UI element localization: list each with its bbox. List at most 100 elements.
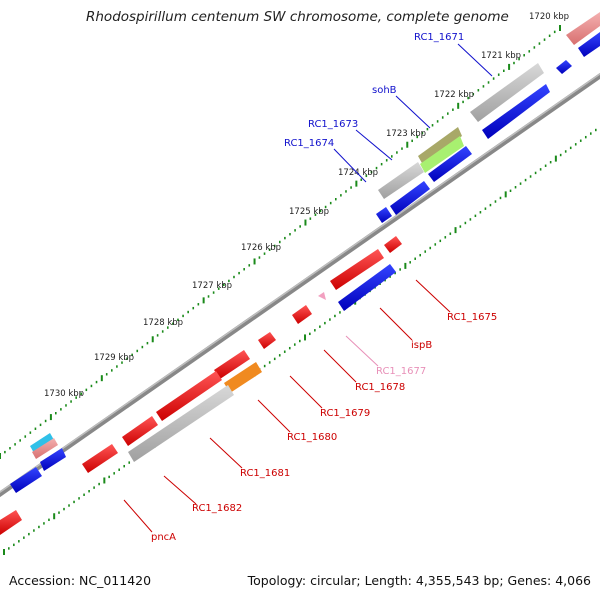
gene-rc1-1675[interactable] bbox=[384, 236, 402, 253]
tick-mark bbox=[589, 132, 592, 135]
tick-mark bbox=[469, 218, 472, 221]
tick-mark bbox=[329, 201, 332, 205]
gene-red-d[interactable] bbox=[122, 416, 158, 446]
gene-label-rc1-1679[interactable]: RC1_1679 bbox=[320, 408, 370, 419]
gene-features bbox=[0, 12, 600, 535]
tick-mark bbox=[424, 250, 427, 253]
tick-mark bbox=[187, 310, 189, 314]
gene-label-sohb[interactable]: sohB bbox=[372, 85, 397, 96]
tick-mark bbox=[136, 349, 139, 353]
tick-mark bbox=[167, 326, 169, 329]
gene-rc1-1670-blue[interactable] bbox=[578, 32, 600, 57]
tick-mark bbox=[19, 439, 21, 442]
tick-mark bbox=[355, 180, 358, 187]
tick-mark bbox=[399, 268, 401, 271]
gene-label-rc1-1682[interactable]: RC1_1682 bbox=[192, 503, 242, 514]
tick-mark bbox=[217, 287, 220, 290]
gene-label-rc1-1681[interactable]: RC1_1681 bbox=[240, 468, 290, 479]
tick-mark bbox=[482, 85, 485, 88]
tick-mark bbox=[380, 162, 383, 166]
gene-rc1-1681-orange[interactable] bbox=[224, 362, 262, 393]
tick-mark bbox=[65, 404, 67, 407]
gene-label-rc1-1677[interactable]: RC1_1677 bbox=[376, 366, 426, 377]
tick-mark bbox=[544, 164, 547, 167]
gene-rc1-1680[interactable] bbox=[214, 350, 250, 379]
gene-red-left[interactable] bbox=[0, 510, 22, 535]
gene-blue-left-b[interactable] bbox=[10, 467, 42, 493]
tick-mark bbox=[78, 497, 80, 500]
tick-mark bbox=[595, 128, 597, 132]
tick-mark bbox=[489, 203, 492, 207]
tick-mark bbox=[43, 522, 45, 525]
tick-mark bbox=[151, 336, 154, 343]
gene-pink-left[interactable] bbox=[32, 438, 58, 459]
gene-blue-a[interactable] bbox=[428, 146, 472, 182]
tick-mark bbox=[98, 482, 100, 486]
gene-rc1-1678[interactable] bbox=[292, 305, 312, 324]
gene-rc1-1674[interactable] bbox=[378, 162, 424, 199]
inner-tick-row bbox=[3, 128, 597, 555]
tick-mark bbox=[38, 525, 40, 529]
tick-mark bbox=[253, 258, 256, 265]
tick-mark bbox=[156, 334, 159, 337]
tick-mark bbox=[73, 500, 75, 504]
tick-mark bbox=[85, 388, 88, 392]
label-leaders bbox=[123, 43, 493, 533]
tick-mark bbox=[503, 69, 505, 72]
gene-rc1-1681[interactable] bbox=[156, 371, 222, 421]
gene-blue-b[interactable] bbox=[390, 181, 430, 215]
tick-mark bbox=[299, 225, 301, 228]
gene-label-rc1-1671[interactable]: RC1_1671 bbox=[414, 32, 464, 43]
gene-label-rc1-1678[interactable]: RC1_1678 bbox=[355, 382, 405, 393]
gene-rc1-1679[interactable] bbox=[258, 332, 276, 349]
tick-mark bbox=[39, 423, 42, 427]
tick-mark bbox=[444, 236, 447, 239]
gene-rc1-1673[interactable] bbox=[420, 136, 464, 173]
tick-mark bbox=[404, 262, 407, 269]
gene-label-rc1-1673[interactable]: RC1_1673 bbox=[308, 119, 358, 130]
tick-mark bbox=[554, 155, 557, 162]
tick-mark bbox=[80, 392, 83, 395]
tick-mark bbox=[431, 124, 434, 127]
tick-mark bbox=[539, 168, 542, 171]
gene-label-rc1-1674[interactable]: RC1_1674 bbox=[284, 138, 334, 149]
tick-mark bbox=[513, 61, 515, 65]
gene-ispb[interactable] bbox=[330, 249, 384, 290]
tick-mark bbox=[514, 186, 517, 189]
gene-blue-left[interactable] bbox=[40, 448, 66, 471]
gene-small-blue[interactable] bbox=[556, 60, 572, 74]
tick-mark bbox=[13, 543, 15, 547]
gene-label-rc1-1680[interactable]: RC1_1680 bbox=[287, 432, 337, 443]
gene-cyan[interactable] bbox=[30, 433, 54, 453]
tick-mark bbox=[263, 252, 266, 255]
gene-label-ispb[interactable]: ispB bbox=[411, 340, 432, 351]
tick-mark bbox=[464, 221, 467, 225]
gene-label-rc1-1675[interactable]: RC1_1675 bbox=[447, 312, 497, 323]
tick-mark bbox=[161, 330, 164, 333]
gene-blue-c[interactable] bbox=[376, 207, 392, 223]
gene-blue-ispb[interactable] bbox=[338, 264, 396, 311]
gene-rc1-1682[interactable] bbox=[128, 385, 234, 462]
gene-rc1-1671-blue[interactable] bbox=[482, 84, 550, 139]
tick-mark bbox=[103, 477, 106, 484]
tick-mark bbox=[519, 182, 522, 185]
gene-sohb[interactable] bbox=[418, 127, 462, 165]
tick-mark bbox=[100, 375, 103, 382]
gene-rc1-1670[interactable] bbox=[566, 12, 600, 45]
tick-mark bbox=[447, 112, 449, 115]
tick-mark bbox=[416, 135, 419, 139]
tick-mark bbox=[182, 314, 184, 318]
gene-pnca[interactable] bbox=[82, 444, 118, 473]
tick-mark bbox=[484, 207, 487, 210]
gene-rc1-1671[interactable] bbox=[470, 63, 544, 122]
tick-mark bbox=[401, 147, 403, 150]
tick-mark bbox=[487, 81, 490, 84]
gene-rc1-1677[interactable] bbox=[318, 292, 326, 300]
gene-label-pnca[interactable]: pncA bbox=[151, 532, 176, 543]
tick-mark bbox=[304, 219, 307, 226]
tick-mark bbox=[118, 468, 120, 471]
tick-mark bbox=[177, 318, 179, 322]
tick-mark bbox=[44, 419, 47, 423]
tick-mark bbox=[324, 205, 327, 209]
tick-mark bbox=[579, 139, 582, 142]
